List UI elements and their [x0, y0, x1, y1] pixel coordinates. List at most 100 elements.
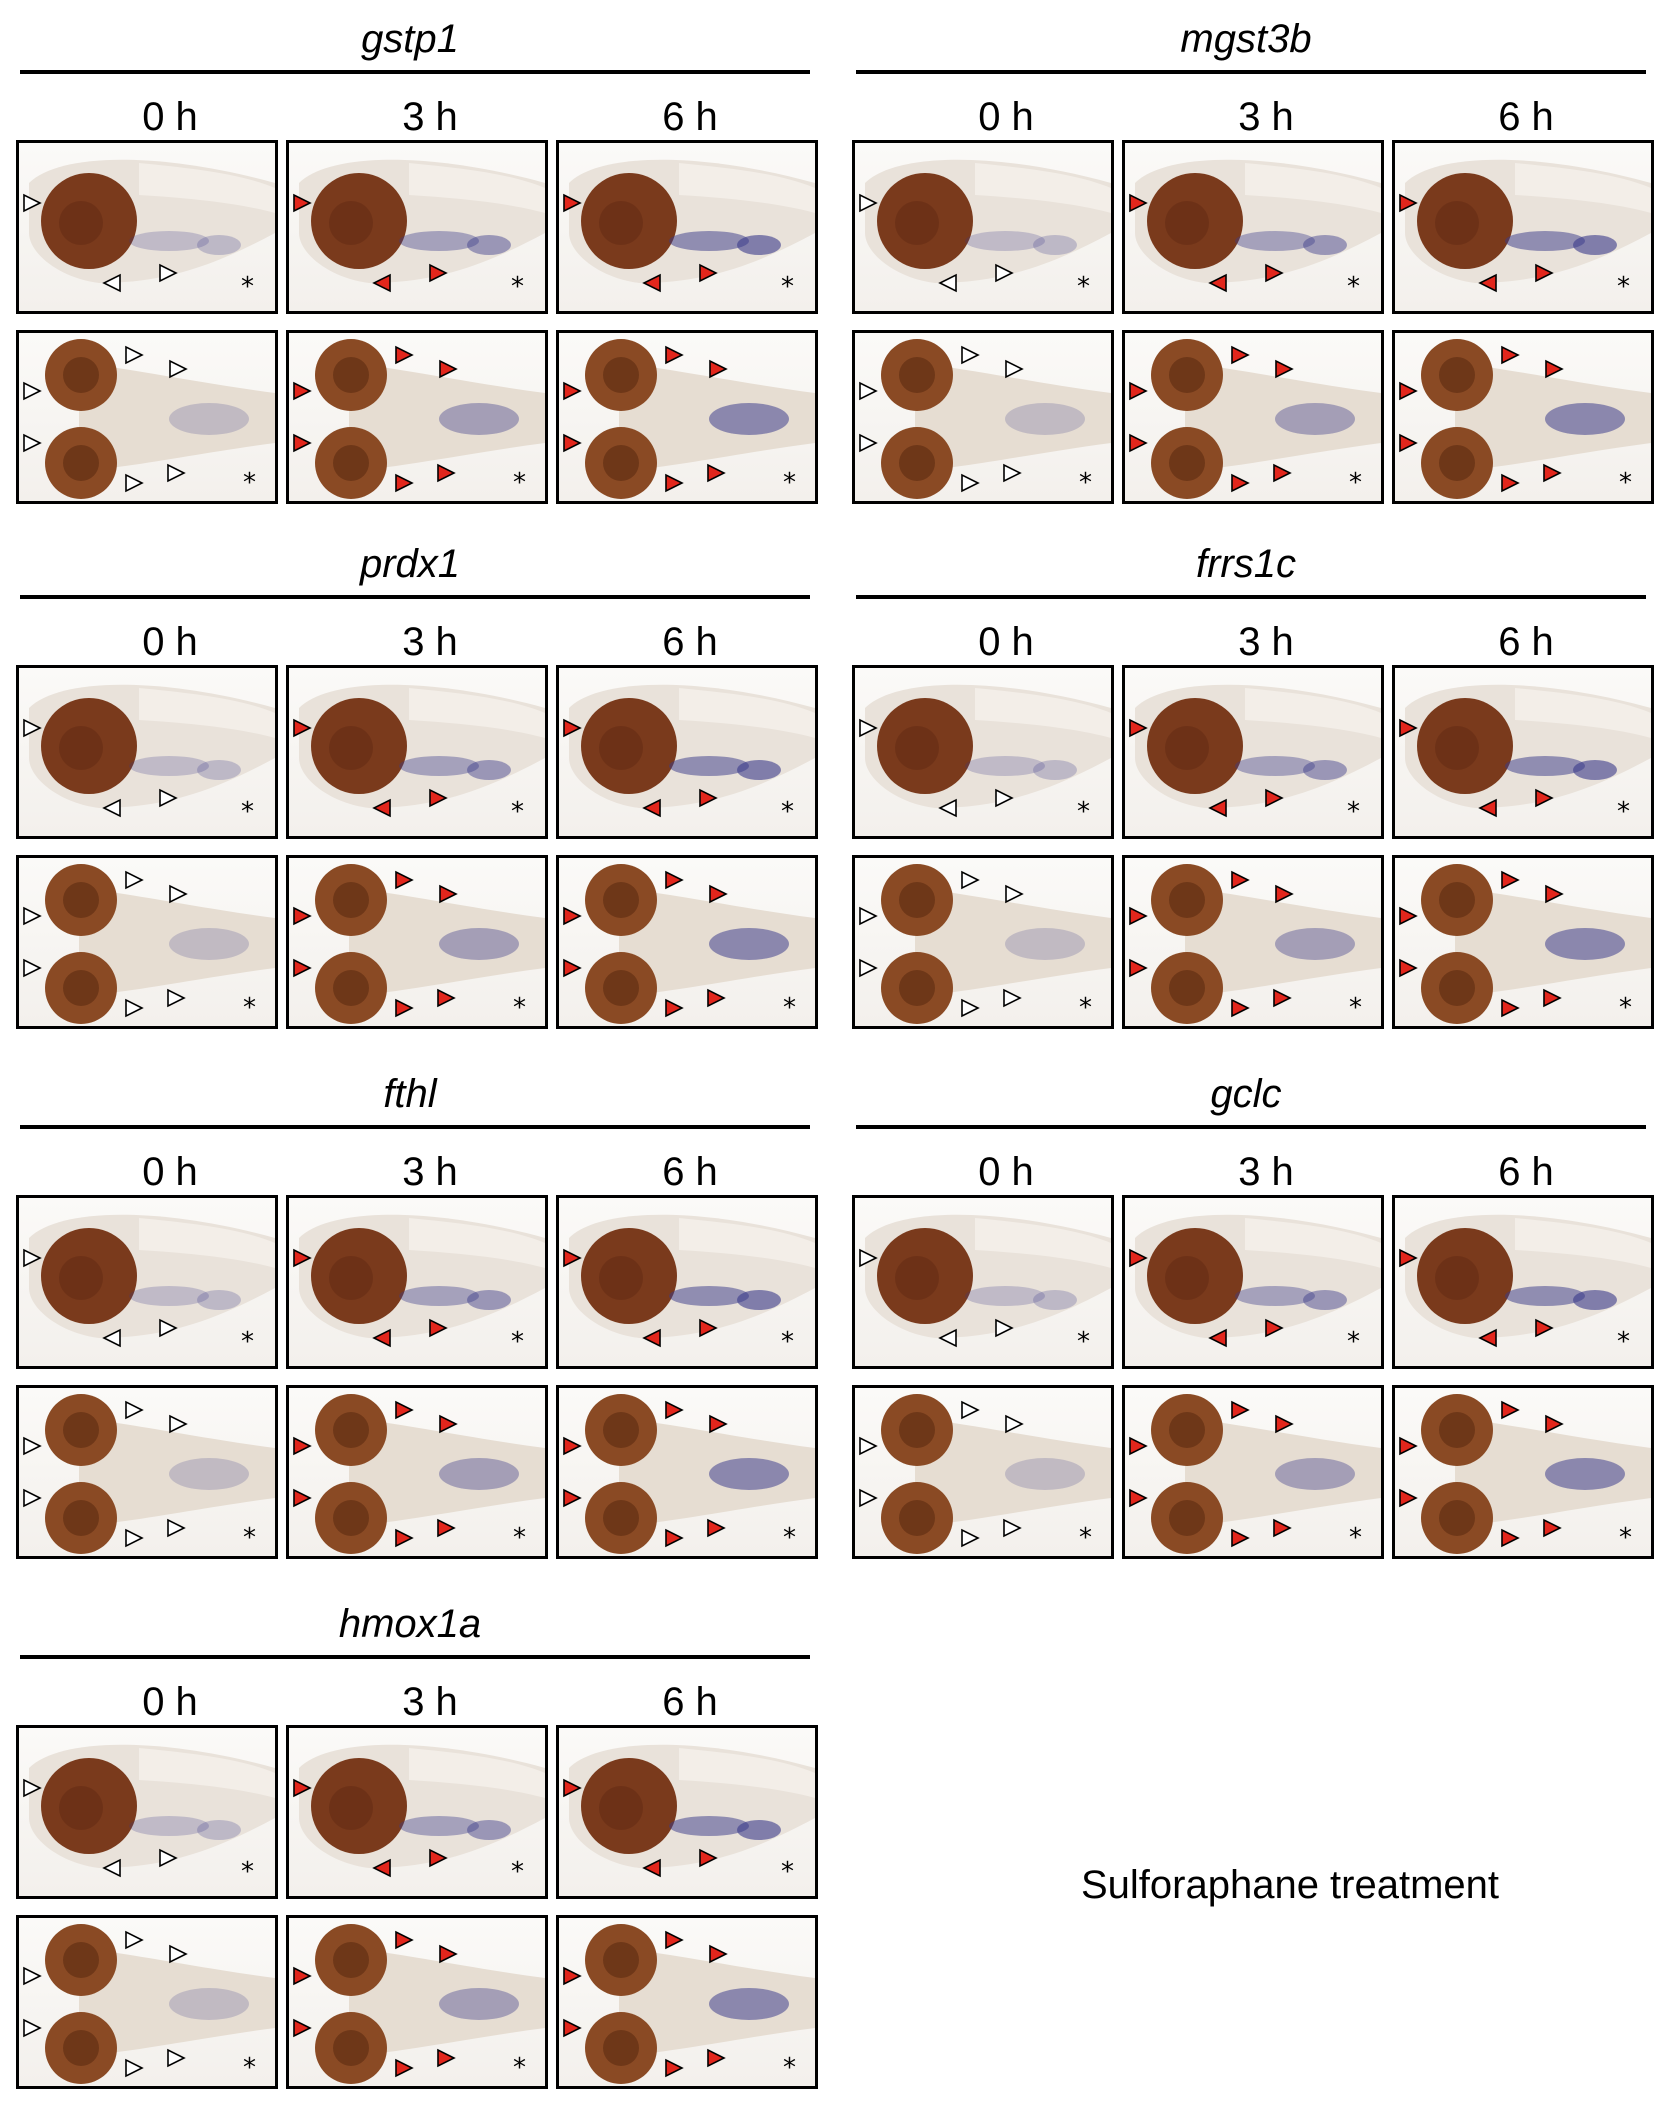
dorsal-view-panel: * [852, 330, 1114, 504]
svg-text:*: * [1617, 1327, 1630, 1357]
title-rule [856, 1125, 1646, 1129]
svg-text:*: * [783, 993, 796, 1023]
lateral-view-panel: * [286, 1195, 548, 1369]
svg-text:*: * [241, 272, 254, 302]
timepoint-label: 6 h [662, 95, 718, 139]
lateral-view-panel: * [852, 665, 1114, 839]
dorsal-view-panel: * [852, 855, 1114, 1029]
svg-text:*: * [513, 993, 526, 1023]
dorsal-view-panel: * [1392, 330, 1654, 504]
timepoint-label: 0 h [142, 1680, 198, 1724]
embryo-image: * [293, 684, 545, 827]
embryo-image: * [293, 864, 545, 1024]
timepoint-label: 0 h [978, 620, 1034, 664]
embryo-image: * [23, 1214, 275, 1357]
svg-text:*: * [1079, 468, 1092, 498]
dorsal-view-panel: * [286, 1385, 548, 1559]
svg-text:*: * [511, 1857, 524, 1887]
gene-title: frrs1c [1196, 542, 1296, 586]
svg-text:*: * [783, 2053, 796, 2083]
title-rule [856, 595, 1646, 599]
embryo-image: * [293, 1394, 545, 1554]
svg-text:*: * [511, 272, 524, 302]
dorsal-view-panel: * [556, 330, 818, 504]
svg-text:*: * [783, 1523, 796, 1553]
timepoint-label: 6 h [1498, 1150, 1554, 1194]
dorsal-view-panel: * [1122, 330, 1384, 504]
dorsal-view-panel: * [556, 1915, 818, 2089]
embryo-image: * [1129, 339, 1381, 499]
embryo-image: * [1399, 684, 1651, 827]
embryo-image: * [23, 864, 275, 1024]
svg-text:*: * [781, 797, 794, 827]
embryo-image: * [1129, 159, 1381, 302]
lateral-view-panel: * [1122, 1195, 1384, 1369]
svg-text:*: * [1079, 993, 1092, 1023]
embryo-image: * [293, 159, 545, 302]
embryo-image: * [1399, 1394, 1651, 1554]
embryo-image: * [563, 684, 815, 827]
lateral-view-panel: * [556, 665, 818, 839]
title-rule [856, 70, 1646, 74]
timepoint-label: 6 h [662, 620, 718, 664]
embryo-image: * [1129, 1394, 1381, 1554]
svg-text:*: * [1349, 1523, 1362, 1553]
timepoint-label: 3 h [1238, 1150, 1294, 1194]
svg-text:*: * [1349, 468, 1362, 498]
lateral-view-panel: * [16, 140, 278, 314]
svg-text:*: * [1619, 468, 1632, 498]
lateral-view-panel: * [556, 140, 818, 314]
lateral-view-panel: * [286, 665, 548, 839]
timepoint-label: 3 h [1238, 620, 1294, 664]
embryo-image: * [859, 339, 1111, 499]
svg-text:*: * [243, 993, 256, 1023]
gene-title: mgst3b [1180, 17, 1312, 61]
svg-text:*: * [241, 797, 254, 827]
svg-text:*: * [1347, 797, 1360, 827]
svg-text:*: * [1617, 797, 1630, 827]
embryo-image: * [23, 1744, 275, 1887]
embryo-image: * [859, 864, 1111, 1024]
dorsal-view-panel: * [16, 855, 278, 1029]
svg-text:*: * [1619, 993, 1632, 1023]
embryo-image: * [859, 1394, 1111, 1554]
lateral-view-panel: * [1392, 1195, 1654, 1369]
lateral-view-panel: * [16, 665, 278, 839]
gene-title: prdx1 [359, 542, 461, 586]
svg-text:*: * [241, 1327, 254, 1357]
dorsal-view-panel: * [16, 1915, 278, 2089]
embryo-image: * [293, 339, 545, 499]
embryo-image: * [23, 339, 275, 499]
embryo-image: * [1129, 1214, 1381, 1357]
embryo-image: * [563, 864, 815, 1024]
dorsal-view-panel: * [556, 1385, 818, 1559]
embryo-image: * [23, 1394, 275, 1554]
gene-title: fthl [383, 1072, 437, 1116]
svg-text:*: * [1617, 272, 1630, 302]
lateral-view-panel: * [852, 140, 1114, 314]
timepoint-label: 3 h [1238, 95, 1294, 139]
lateral-view-panel: * [1392, 665, 1654, 839]
embryo-image: * [859, 1214, 1111, 1357]
dorsal-view-panel: * [1122, 1385, 1384, 1559]
embryo-image: * [563, 1924, 815, 2084]
embryo-image: * [563, 1214, 815, 1357]
embryo-image: * [23, 684, 275, 827]
dorsal-view-panel: * [16, 330, 278, 504]
timepoint-label: 3 h [402, 95, 458, 139]
dorsal-view-panel: * [286, 330, 548, 504]
embryo-image: * [1399, 1214, 1651, 1357]
embryo-image: * [293, 1214, 545, 1357]
svg-text:*: * [781, 1857, 794, 1887]
gene-title: hmox1a [338, 1602, 482, 1646]
treatment-caption: Sulforaphane treatment [1080, 1863, 1500, 1907]
embryo-image: * [23, 159, 275, 302]
svg-text:*: * [1079, 1523, 1092, 1553]
title-rule [20, 1655, 810, 1659]
embryo-image: * [563, 1394, 815, 1554]
dorsal-view-panel: * [556, 855, 818, 1029]
embryo-image: * [1399, 864, 1651, 1024]
timepoint-label: 6 h [1498, 620, 1554, 664]
svg-text:*: * [243, 1523, 256, 1553]
timepoint-label: 6 h [662, 1150, 718, 1194]
